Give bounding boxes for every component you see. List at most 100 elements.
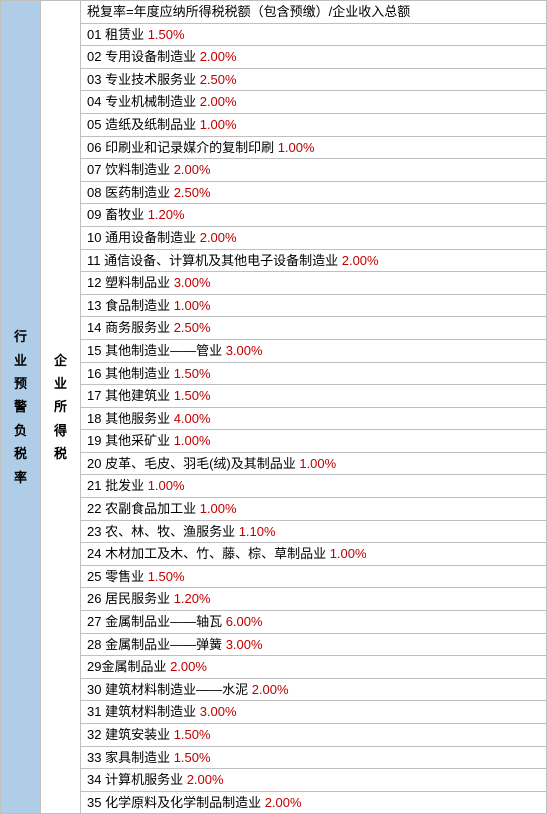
- industry-label: 17 其他建筑业: [87, 388, 174, 403]
- industry-rate: 1.00%: [174, 298, 211, 313]
- industry-row: 27 金属制品业——轴瓦 6.00%: [81, 611, 547, 634]
- industry-rate: 1.50%: [174, 727, 211, 742]
- industry-rate: 2.00%: [265, 795, 302, 810]
- industry-rate: 6.00%: [226, 614, 263, 629]
- industry-row: 21 批发业 1.00%: [81, 475, 547, 498]
- industry-label: 09 畜牧业: [87, 207, 148, 222]
- industry-row: 07 饮料制造业 2.00%: [81, 159, 547, 182]
- industry-label: 29金属制品业: [87, 659, 170, 674]
- industry-rate: 1.00%: [174, 433, 211, 448]
- industry-row: 32 建筑安装业 1.50%: [81, 724, 547, 747]
- industry-rate: 2.00%: [174, 162, 211, 177]
- industry-row: 29金属制品业 2.00%: [81, 656, 547, 679]
- industry-rate: 1.50%: [148, 569, 185, 584]
- industry-rate: 1.00%: [148, 478, 185, 493]
- industry-row: 23 农、林、牧、渔服务业 1.10%: [81, 521, 547, 544]
- industry-row: 11 通信设备、计算机及其他电子设备制造业 2.00%: [81, 250, 547, 273]
- industry-row: 06 印刷业和记录媒介的复制印刷 1.00%: [81, 137, 547, 160]
- industry-label: 18 其他服务业: [87, 411, 174, 426]
- industry-label: 07 饮料制造业: [87, 162, 174, 177]
- industry-row: 26 居民服务业 1.20%: [81, 588, 547, 611]
- industry-label: 23 农、林、牧、渔服务业: [87, 524, 239, 539]
- tax-rate-table: 行业预警负税率 企业所得税 税复率=年度应纳所得税税额（包含预缴）/企业收入总额…: [0, 0, 547, 814]
- industry-label: 05 造纸及纸制品业: [87, 117, 200, 132]
- industry-label: 21 批发业: [87, 478, 148, 493]
- industry-rate: 4.00%: [174, 411, 211, 426]
- industry-row: 19 其他采矿业 1.00%: [81, 430, 547, 453]
- industry-rate: 2.00%: [200, 49, 237, 64]
- industry-label: 34 计算机服务业: [87, 772, 187, 787]
- industry-row: 01 租赁业 1.50%: [81, 24, 547, 47]
- industry-row: 34 计算机服务业 2.00%: [81, 769, 547, 792]
- industry-rate: 2.50%: [174, 320, 211, 335]
- industry-label: 16 其他制造业: [87, 366, 174, 381]
- industry-row: 31 建筑材料制造业 3.00%: [81, 701, 547, 724]
- industry-rate: 3.00%: [226, 637, 263, 652]
- industry-label: 15 其他制造业——管业: [87, 343, 226, 358]
- industry-rate: 2.00%: [200, 230, 237, 245]
- industry-label: 12 塑料制品业: [87, 275, 174, 290]
- industry-label: 13 食品制造业: [87, 298, 174, 313]
- industry-row: 02 专用设备制造业 2.00%: [81, 46, 547, 69]
- industry-row: 14 商务服务业 2.50%: [81, 317, 547, 340]
- industry-rate: 2.00%: [187, 772, 224, 787]
- industry-rate: 1.50%: [174, 366, 211, 381]
- industry-row: 04 专业机械制造业 2.00%: [81, 91, 547, 114]
- industry-label: 02 专用设备制造业: [87, 49, 200, 64]
- industry-rate: 3.00%: [174, 275, 211, 290]
- industry-label: 32 建筑安装业: [87, 727, 174, 742]
- industry-rate: 1.00%: [200, 501, 237, 516]
- industry-label: 27 金属制品业——轴瓦: [87, 614, 226, 629]
- industry-row: 30 建筑材料制造业——水泥 2.00%: [81, 679, 547, 702]
- industry-rate: 3.00%: [226, 343, 263, 358]
- industry-label: 01 租赁业: [87, 27, 148, 42]
- industry-rate: 1.00%: [278, 140, 315, 155]
- industry-rate: 1.50%: [148, 27, 185, 42]
- industry-row: 13 食品制造业 1.00%: [81, 295, 547, 318]
- industry-rate: 2.00%: [170, 659, 207, 674]
- industry-row: 03 专业技术服务业 2.50%: [81, 69, 547, 92]
- industry-rate: 1.00%: [200, 117, 237, 132]
- industry-label: 19 其他采矿业: [87, 433, 174, 448]
- industry-label: 25 零售业: [87, 569, 148, 584]
- industry-row: 16 其他制造业 1.50%: [81, 363, 547, 386]
- industry-rate: 1.20%: [148, 207, 185, 222]
- industry-rate: 1.00%: [299, 456, 336, 471]
- industry-label: 08 医药制造业: [87, 185, 174, 200]
- industry-row: 33 家具制造业 1.50%: [81, 747, 547, 770]
- formula-row: 税复率=年度应纳所得税税额（包含预缴）/企业收入总额: [81, 1, 547, 24]
- industry-label: 04 专业机械制造业: [87, 94, 200, 109]
- industry-row: 28 金属制品业——弹簧 3.00%: [81, 634, 547, 657]
- industry-row: 18 其他服务业 4.00%: [81, 408, 547, 431]
- industry-label: 20 皮革、毛皮、羽毛(绒)及其制品业: [87, 456, 299, 471]
- industry-rate: 1.10%: [239, 524, 276, 539]
- industry-rate: 1.20%: [174, 591, 211, 606]
- industry-rate: 2.00%: [200, 94, 237, 109]
- col-tax-type: 企业所得税: [41, 1, 81, 814]
- industry-label: 14 商务服务业: [87, 320, 174, 335]
- industry-label: 22 农副食品加工业: [87, 501, 200, 516]
- industry-row: 15 其他制造业——管业 3.00%: [81, 340, 547, 363]
- industry-row: 22 农副食品加工业 1.00%: [81, 498, 547, 521]
- industry-rate: 1.50%: [174, 388, 211, 403]
- industry-row: 08 医药制造业 2.50%: [81, 182, 547, 205]
- industry-label: 06 印刷业和记录媒介的复制印刷: [87, 140, 278, 155]
- industry-label: 10 通用设备制造业: [87, 230, 200, 245]
- industry-row: 05 造纸及纸制品业 1.00%: [81, 114, 547, 137]
- industry-label: 11 通信设备、计算机及其他电子设备制造业: [87, 253, 342, 268]
- industry-row: 25 零售业 1.50%: [81, 566, 547, 589]
- industry-rate: 1.00%: [330, 546, 367, 561]
- industry-rate: 2.00%: [342, 253, 379, 268]
- industry-row: 20 皮革、毛皮、羽毛(绒)及其制品业 1.00%: [81, 453, 547, 476]
- industry-rate: 3.00%: [200, 704, 237, 719]
- industry-rate: 2.50%: [174, 185, 211, 200]
- industry-label: 33 家具制造业: [87, 750, 174, 765]
- industry-label: 30 建筑材料制造业——水泥: [87, 682, 252, 697]
- industry-row: 17 其他建筑业 1.50%: [81, 385, 547, 408]
- industry-row: 24 木材加工及木、竹、藤、棕、草制品业 1.00%: [81, 543, 547, 566]
- industry-label: 35 化学原料及化学制品制造业: [87, 795, 265, 810]
- col-details: 税复率=年度应纳所得税税额（包含预缴）/企业收入总额 01 租赁业 1.50%0…: [81, 1, 547, 814]
- industry-rate: 2.50%: [200, 72, 237, 87]
- industry-row: 10 通用设备制造业 2.00%: [81, 227, 547, 250]
- industry-row: 35 化学原料及化学制品制造业 2.00%: [81, 792, 547, 814]
